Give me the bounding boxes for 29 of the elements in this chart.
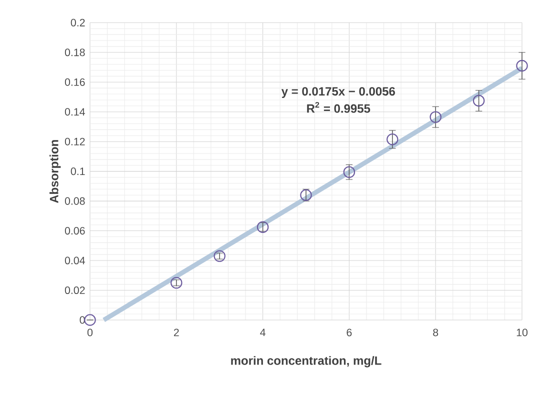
point [84,314,96,326]
x-tick-label: 0 [87,328,93,336]
y-tick-label: 0.14 [64,108,85,116]
y-axis-title: Absorption [50,140,61,204]
annotation: R$^{2}$ = 0.9955 [307,102,370,113]
y-tick-label: 0.2 [70,18,85,26]
point [516,60,528,72]
point [386,133,398,146]
y-tick-label: 0.06 [64,227,85,235]
point [214,250,226,262]
y-tick-label: 0.16 [64,78,85,86]
point [472,94,485,107]
x-tick-label: 8 [433,328,438,336]
x-tick-label: 4 [260,328,266,336]
x-tick-label: 10 [516,328,528,336]
y-tick-label: 0.1 [70,168,85,176]
x-axis-title: morin concentration, mg/L [231,356,382,368]
y-tick-label: 0.02 [64,286,85,294]
y-tick-label: 0.04 [64,256,85,264]
x-tick-label: 2 [174,328,179,336]
y-tick-label: 0.12 [64,138,85,146]
y-tick-label: 0.18 [64,48,85,56]
point [430,111,442,123]
point [343,166,356,178]
point [170,276,182,289]
annotation: y = 0.0175x − 0.0056 [281,87,395,98]
x-tick-label: 6 [346,328,352,336]
y-tick-label: 0.08 [64,197,85,205]
point [256,221,269,233]
